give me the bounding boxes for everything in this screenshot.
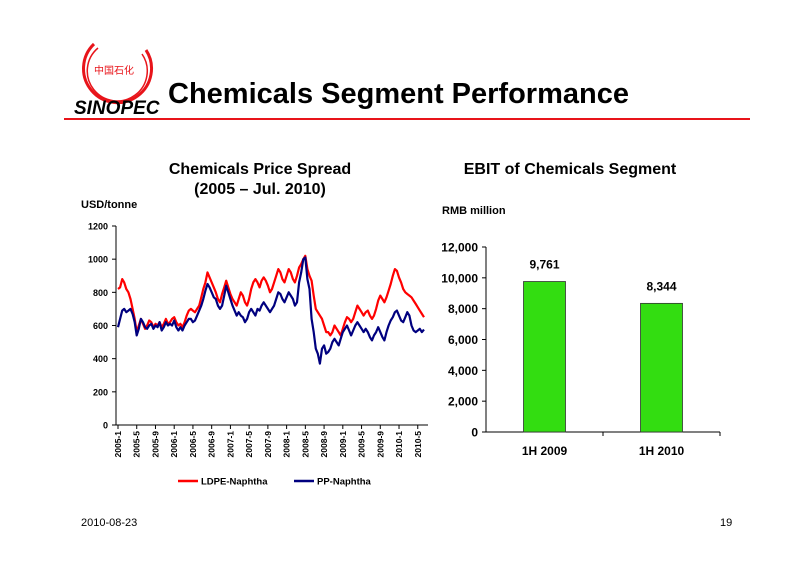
spread-x-tick-label: 2008-9 — [319, 431, 329, 458]
spread-x-tick-label: 2009-9 — [375, 431, 385, 458]
spread-x-tick-label: 2006-5 — [188, 431, 198, 458]
ebit-y-tick-label: 8,000 — [448, 302, 478, 316]
svg-text:SINOPEC: SINOPEC — [74, 98, 160, 119]
spread-y-tick-label: 600 — [93, 321, 108, 331]
footer-date: 2010-08-23 — [81, 517, 138, 529]
spread-x-tick-label: 2008-5 — [300, 431, 310, 458]
title-rule — [64, 118, 750, 120]
spread-x-tick-label: 2009-1 — [338, 431, 348, 458]
ebit-y-tick-label: 12,000 — [441, 241, 478, 255]
spread-x-tick-label: 2005-5 — [132, 431, 142, 458]
spread-y-tick-label: 1000 — [88, 255, 108, 265]
sinopec-logo: 中国石化 SINOPEC — [74, 42, 160, 119]
spread-x-tick-label: 2010-1 — [394, 431, 404, 458]
spread-y-tick-label: 400 — [93, 354, 108, 364]
ebit-data-label: 9,761 — [529, 258, 559, 272]
spread-x-tick-label: 2009-5 — [357, 431, 367, 458]
spread-x-tick-label: 2010-5 — [413, 431, 423, 458]
legend-label: PP-Naphtha — [317, 477, 372, 488]
spread-chart-subtitle: (2005 – Jul. 2010) — [194, 181, 326, 198]
ebit-category-label: 1H 2009 — [522, 444, 568, 458]
ebit-y-tick-label: 6,000 — [448, 333, 478, 347]
ebit-data-label: 8,344 — [646, 279, 676, 293]
ebit-bar — [523, 281, 566, 433]
spread-line-chart: 0 200 400 600 800 1000 1200 2005-1 2005-5 2005-9 2… — [88, 222, 428, 488]
ebit-y-unit: RMB million — [442, 205, 506, 217]
ebit-chart-title: EBIT of Chemicals Segment — [463, 161, 677, 178]
ebit-category-label: 1H 2010 — [639, 444, 685, 458]
spread-x-tick-label: 2006-9 — [207, 431, 217, 458]
ebit-y-tick-label: 10,000 — [441, 271, 478, 285]
series-line-pp-naphtha — [116, 256, 425, 365]
page-title: Chemicals Segment Performance — [168, 78, 629, 110]
spread-chart-title-line: Chemicals Price Spread — [168, 161, 352, 178]
legend-label: LDPE-Naphtha — [201, 477, 268, 488]
ebit-bar-chart: 0 2,000 4,000 6,000 8,000 10,000 12,000 9,761 1H… — [441, 241, 721, 458]
ebit-y-tick-label: 0 — [471, 426, 478, 440]
spread-chart-title: Chemicals Price Spread (2005 – Jul. 2010… — [140, 160, 380, 200]
spread-x-tick-label: 2005-9 — [150, 431, 160, 458]
spread-y-tick-label: 800 — [93, 288, 108, 298]
spread-y-unit: USD/tonne — [81, 199, 138, 211]
spread-x-tick-label: 2007-5 — [244, 431, 254, 458]
svg-text:中国石化: 中国石化 — [94, 64, 134, 77]
spread-x-tick-label: 2008-1 — [282, 431, 292, 458]
ebit-y-tick-label: 4,000 — [448, 364, 478, 378]
spread-y-tick-label: 200 — [93, 387, 108, 397]
spread-x-tick-label: 2007-1 — [225, 431, 235, 458]
spread-x-tick-label: 2005-1 — [113, 431, 123, 458]
spread-x-tick-label: 2007-9 — [263, 431, 273, 458]
ebit-y-tick-label: 2,000 — [448, 395, 478, 409]
page-number: 19 — [720, 517, 733, 529]
series-line-ldpe-naphtha — [117, 254, 425, 337]
spread-y-tick-label: 1200 — [88, 222, 108, 232]
spread-y-tick-label: 0 — [103, 421, 108, 431]
spread-x-tick-label: 2006-1 — [169, 431, 179, 458]
ebit-bar — [640, 302, 683, 433]
